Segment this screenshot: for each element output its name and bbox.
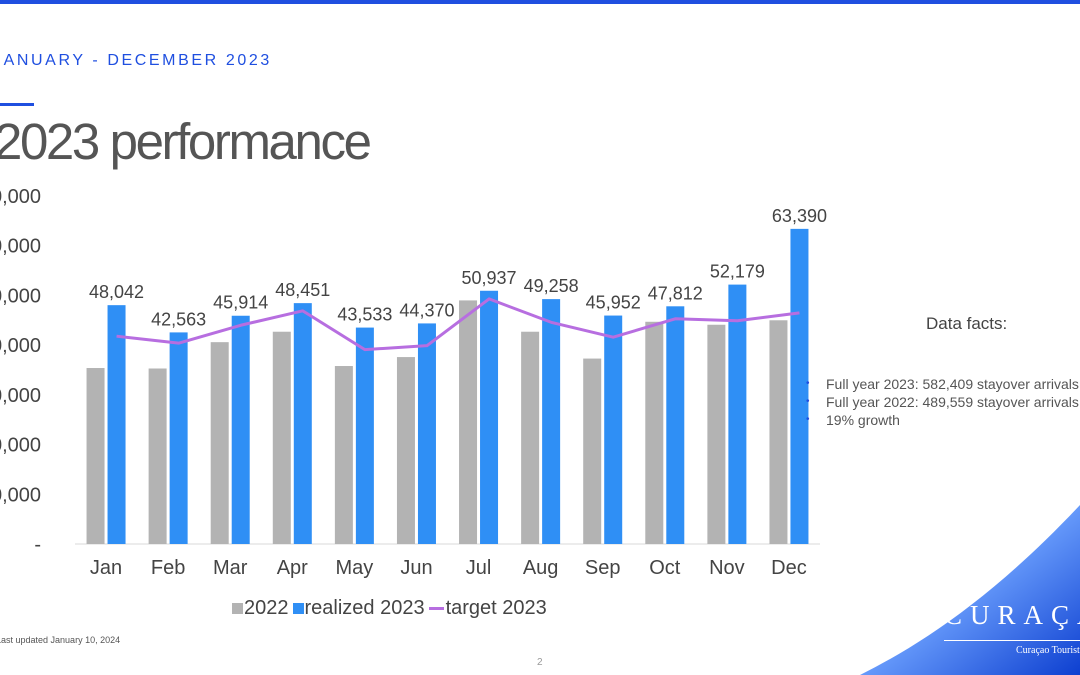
legend-label-realized-2023: realized 2023 — [304, 597, 425, 619]
y-tick-label: 30,000 — [0, 385, 41, 407]
bar-realized-2023 — [480, 290, 499, 544]
bar-2022 — [459, 300, 478, 544]
page-title: 2023 performance — [0, 113, 372, 170]
bar-2022 — [396, 357, 415, 544]
legend-swatch-2022 — [232, 603, 243, 614]
bar-realized-2023 — [542, 299, 561, 544]
legend-swatch-target-2023 — [428, 607, 444, 610]
data-label-realized-2023: 63,390 — [772, 206, 827, 226]
bullet-icon: • — [806, 414, 810, 425]
bar-realized-2023 — [417, 323, 436, 544]
x-tick-label: Jun — [400, 557, 432, 579]
x-tick-label: Sep — [585, 557, 621, 579]
bar-2022 — [769, 320, 788, 544]
bar-realized-2023 — [728, 284, 747, 544]
data-facts-list: • Full year 2023: 582,409 stayover arriva… — [806, 375, 1079, 429]
x-tick-label: Jul — [466, 557, 492, 579]
y-tick-label: 40,000 — [0, 335, 41, 357]
bar-realized-2023 — [231, 315, 250, 544]
y-tick-label: 10,000 — [0, 484, 41, 506]
x-tick-label: Mar — [213, 557, 248, 579]
data-label-realized-2023: 52,179 — [710, 262, 765, 282]
bar-2022 — [272, 331, 291, 544]
chart-legend: 2022 realized 2023 target 2023 — [232, 597, 551, 620]
data-fact-text: Full year 2023: 582,409 stayover arrival… — [826, 376, 1079, 392]
legend-item-2022: 2022 — [232, 597, 289, 620]
data-label-realized-2023: 44,370 — [399, 300, 454, 320]
target-2023-line — [116, 297, 800, 352]
logo-divider — [944, 640, 1080, 641]
legend-item-realized-2023: realized 2023 — [292, 597, 425, 620]
data-fact-item: • Full year 2023: 582,409 stayover arriva… — [806, 375, 1079, 393]
legend-label-target-2023: target 2023 — [445, 597, 547, 619]
data-label-realized-2023: 49,258 — [524, 276, 579, 296]
bar-realized-2023 — [169, 332, 188, 544]
bar-2022 — [210, 342, 229, 544]
legend-item-target-2023: target 2023 — [428, 597, 547, 620]
bar-2022 — [148, 368, 167, 544]
bar-realized-2023 — [293, 303, 312, 544]
bar-realized-2023 — [604, 315, 623, 544]
data-label-realized-2023: 48,451 — [275, 280, 330, 300]
bar-realized-2023 — [355, 327, 374, 544]
bar-2022 — [334, 366, 353, 544]
bar-2022 — [521, 331, 540, 544]
legend-swatch-realized-2023 — [292, 603, 304, 614]
x-tick-label: Feb — [151, 557, 185, 579]
data-fact-text: Full year 2022: 489,559 stayover arrival… — [826, 394, 1079, 410]
title-accent-rule — [0, 103, 34, 106]
x-tick-label: Dec — [771, 557, 807, 579]
page-subtitle: JANUARY - DECEMBER 2023 — [0, 52, 272, 69]
y-tick-label: 60,000 — [0, 236, 41, 258]
data-label-realized-2023: 43,533 — [337, 305, 392, 325]
curacao-logo-subtitle: Curaçao Tourist Board — [1016, 645, 1080, 656]
y-tick-label: 20,000 — [0, 435, 41, 457]
y-tick-label: - — [34, 534, 41, 556]
x-tick-label: Nov — [709, 557, 745, 579]
data-fact-item: • 19% growth — [806, 411, 1079, 429]
curacao-logo-wordmark: CURAÇAO — [944, 600, 1080, 630]
data-label-realized-2023: 45,914 — [213, 293, 268, 313]
x-tick-label: May — [335, 557, 373, 579]
data-label-realized-2023: 48,042 — [89, 282, 144, 302]
legend-label-2022: 2022 — [244, 597, 289, 619]
bar-2022 — [707, 324, 726, 544]
bar-2022 — [86, 368, 105, 544]
data-fact-item: • Full year 2022: 489,559 stayover arriva… — [806, 393, 1079, 411]
data-label-realized-2023: 47,812 — [648, 283, 703, 303]
x-tick-label: Apr — [277, 557, 308, 579]
data-facts-title: Data facts: — [926, 314, 1008, 333]
bar-2022 — [645, 321, 664, 544]
x-tick-label: Aug — [523, 557, 559, 579]
data-label-realized-2023: 45,952 — [586, 293, 641, 313]
bullet-icon: • — [806, 378, 810, 389]
data-label-realized-2023: 42,563 — [151, 309, 206, 329]
bar-realized-2023 — [107, 305, 126, 544]
bar-realized-2023 — [666, 306, 685, 544]
bar-2022 — [583, 358, 602, 544]
page-number: 2 — [537, 657, 543, 668]
x-tick-label: Oct — [649, 557, 681, 579]
top-accent-bar — [0, 0, 1080, 4]
y-tick-label: 50,000 — [0, 285, 41, 307]
last-updated-note: Last updated January 10, 2024 — [0, 635, 121, 645]
x-tick-label: Jan — [90, 557, 122, 579]
data-label-realized-2023: 50,937 — [462, 268, 517, 288]
bullet-icon: • — [806, 396, 810, 407]
bar-realized-2023 — [790, 228, 809, 544]
data-fact-text: 19% growth — [826, 412, 900, 428]
y-tick-label: 70,000 — [0, 186, 41, 208]
